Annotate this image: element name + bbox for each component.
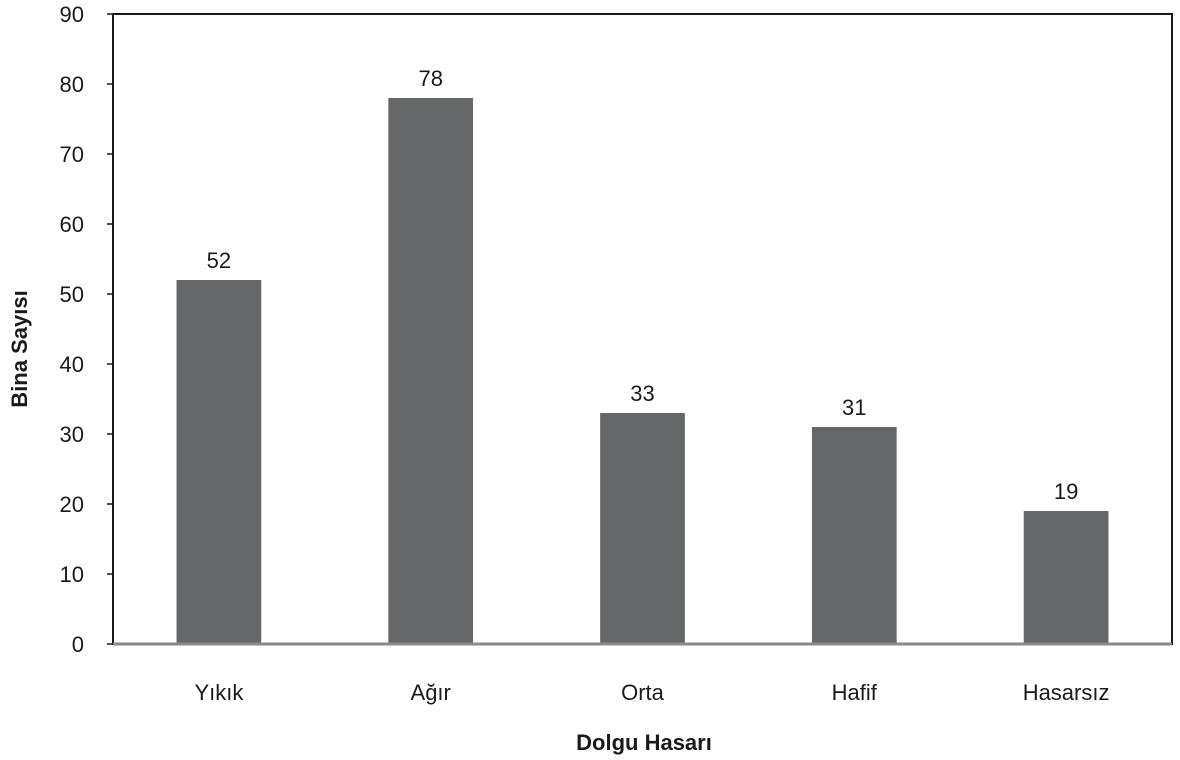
y-axis-ticks: 0 10 20 30 40 50 60 70 80 90 bbox=[60, 2, 113, 657]
x-tick-label-2: Ağır bbox=[411, 680, 451, 705]
x-tick-label-4: Hafif bbox=[832, 680, 878, 705]
x-tick-label-5: Hasarsız bbox=[1023, 680, 1110, 705]
bar-3 bbox=[600, 413, 685, 644]
data-label-5: 19 bbox=[1054, 479, 1078, 504]
y-tick-label-50: 50 bbox=[60, 282, 84, 307]
bar-1 bbox=[176, 280, 262, 644]
y-tick-label-20: 20 bbox=[60, 492, 84, 517]
data-label-1: 52 bbox=[207, 248, 231, 273]
y-tick-label-10: 10 bbox=[60, 562, 84, 587]
y-tick-label-40: 40 bbox=[60, 352, 84, 377]
y-tick-label-60: 60 bbox=[60, 212, 84, 237]
x-tick-label-1: Yıkık bbox=[194, 680, 244, 705]
bar-4 bbox=[811, 427, 897, 644]
bar-5 bbox=[1023, 511, 1109, 644]
y-tick-label-80: 80 bbox=[60, 72, 84, 97]
x-axis-labels: Yıkık Ağır Orta Hafif Hasarsız bbox=[194, 680, 1109, 705]
y-tick-label-90: 90 bbox=[60, 2, 84, 27]
y-axis-title: Bina Sayısı bbox=[7, 290, 32, 407]
y-tick-label-0: 0 bbox=[72, 632, 84, 657]
y-tick-label-70: 70 bbox=[60, 142, 84, 167]
x-axis-title: Dolgu Hasarı bbox=[576, 730, 712, 755]
data-label-2: 78 bbox=[418, 66, 442, 91]
bars-group bbox=[176, 98, 1109, 644]
y-tick-label-30: 30 bbox=[60, 422, 84, 447]
x-tick-label-3: Orta bbox=[621, 680, 665, 705]
data-label-3: 33 bbox=[630, 381, 654, 406]
data-label-4: 31 bbox=[842, 395, 866, 420]
bar-2 bbox=[388, 98, 474, 644]
data-labels-group: 52 78 33 31 19 bbox=[207, 66, 1079, 504]
